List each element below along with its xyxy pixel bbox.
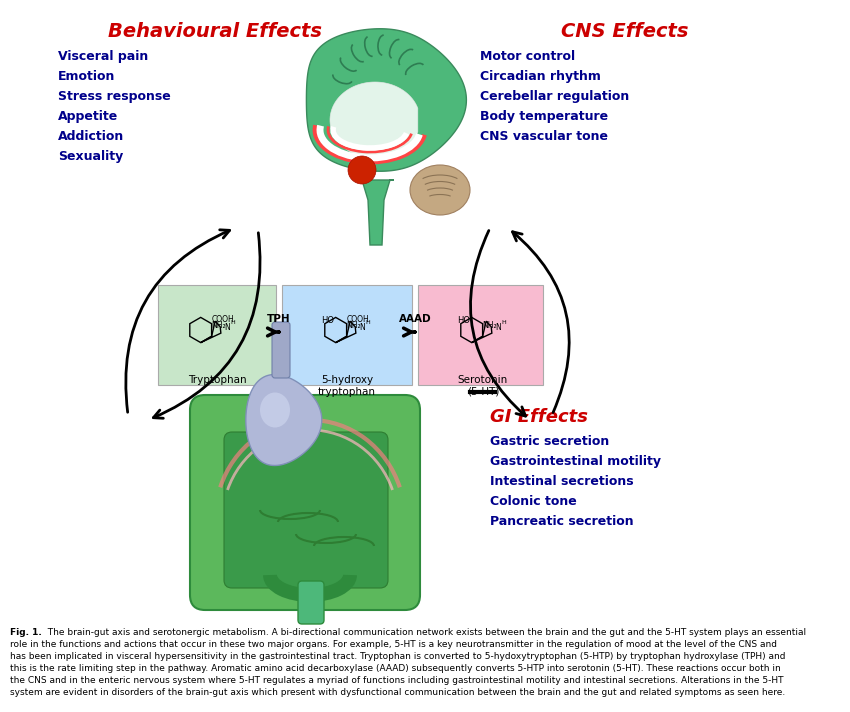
FancyBboxPatch shape — [224, 432, 388, 588]
Polygon shape — [246, 375, 322, 466]
Text: N: N — [496, 323, 501, 333]
Text: Appetite: Appetite — [58, 110, 118, 123]
Text: this is the rate limiting step in the pathway. Aromatic amino acid decarboxylase: this is the rate limiting step in the pa… — [10, 664, 781, 673]
Circle shape — [348, 156, 376, 184]
Text: TPH: TPH — [267, 314, 291, 324]
Text: Behavioural Effects: Behavioural Effects — [108, 22, 322, 41]
FancyBboxPatch shape — [190, 395, 420, 610]
Text: AAAD: AAAD — [399, 314, 431, 324]
Ellipse shape — [410, 165, 470, 215]
Text: N: N — [360, 323, 366, 333]
Text: Circadian rhythm: Circadian rhythm — [480, 70, 601, 83]
Text: Fig. 1.: Fig. 1. — [10, 628, 42, 637]
Text: H: H — [366, 320, 371, 325]
Text: the CNS and in the enteric nervous system where 5-HT regulates a myriad of funct: the CNS and in the enteric nervous syste… — [10, 676, 784, 685]
Text: Intestinal secretions: Intestinal secretions — [490, 475, 633, 488]
Text: has been implicated in visceral hypersensitivity in the gastrointestinal tract. : has been implicated in visceral hypersen… — [10, 652, 785, 661]
Text: Gastrointestinal motility: Gastrointestinal motility — [490, 455, 661, 468]
Text: CNS vascular tone: CNS vascular tone — [480, 130, 608, 143]
Text: CNS Effects: CNS Effects — [561, 22, 688, 41]
Text: HO: HO — [321, 316, 334, 325]
Text: H: H — [230, 320, 235, 325]
Text: COOH: COOH — [212, 315, 234, 324]
Text: HO: HO — [457, 316, 470, 325]
Text: N: N — [224, 323, 230, 333]
Text: Visceral pain: Visceral pain — [58, 50, 148, 63]
Polygon shape — [358, 180, 394, 245]
Text: role in the functions and actions that occur in these two major organs. For exam: role in the functions and actions that o… — [10, 640, 777, 649]
Text: Motor control: Motor control — [480, 50, 575, 63]
Text: system are evident in disorders of the brain-gut axis which present with dysfunc: system are evident in disorders of the b… — [10, 688, 785, 697]
Text: Emotion: Emotion — [58, 70, 116, 83]
Text: The brain-gut axis and serotonergic metabolism. A bi-directional communication n: The brain-gut axis and serotonergic meta… — [42, 628, 806, 637]
Text: NH₂: NH₂ — [212, 320, 226, 330]
Text: NH₂: NH₂ — [347, 320, 361, 330]
Text: Body temperature: Body temperature — [480, 110, 608, 123]
Text: 5-hydroxy
tryptophan: 5-hydroxy tryptophan — [318, 375, 376, 397]
Text: NH₂: NH₂ — [483, 320, 497, 330]
Text: COOH: COOH — [347, 315, 369, 324]
Text: GI Effects: GI Effects — [490, 408, 588, 426]
Text: Cerebellar regulation: Cerebellar regulation — [480, 90, 629, 103]
Polygon shape — [306, 28, 467, 172]
Text: Serotonin
(5-HT): Serotonin (5-HT) — [458, 375, 508, 397]
FancyBboxPatch shape — [158, 285, 276, 385]
Text: H: H — [502, 320, 507, 325]
Ellipse shape — [260, 392, 290, 427]
FancyBboxPatch shape — [282, 285, 412, 385]
FancyBboxPatch shape — [418, 285, 543, 385]
FancyBboxPatch shape — [272, 322, 290, 378]
Text: Sexuality: Sexuality — [58, 150, 123, 163]
Text: Stress response: Stress response — [58, 90, 171, 103]
FancyBboxPatch shape — [298, 581, 324, 624]
Text: Pancreatic secretion: Pancreatic secretion — [490, 515, 633, 528]
Text: Colonic tone: Colonic tone — [490, 495, 577, 508]
Text: Gastric secretion: Gastric secretion — [490, 435, 609, 448]
Text: Tryptophan: Tryptophan — [188, 375, 246, 385]
Polygon shape — [330, 82, 418, 158]
Text: Addiction: Addiction — [58, 130, 124, 143]
